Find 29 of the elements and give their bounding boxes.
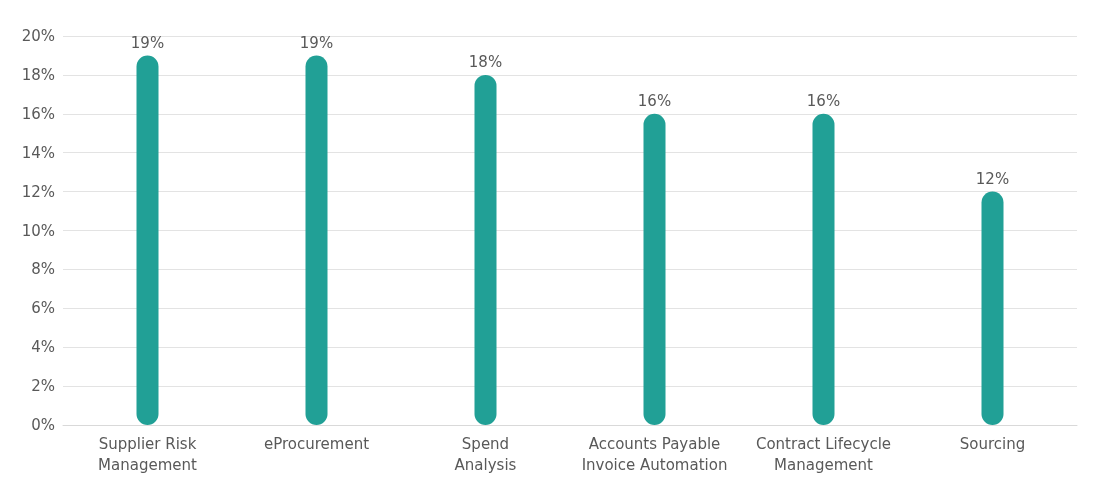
bar	[474, 74, 497, 425]
x-tick-label: eProcurement	[263, 434, 370, 453]
y-tick-label: 8%	[31, 260, 55, 279]
y-tick-label: 16%	[21, 104, 55, 123]
data-label: 19%	[299, 33, 334, 52]
data-label: 16%	[806, 92, 841, 111]
x-tick-label: Contract Lifecycle Management	[755, 434, 892, 474]
bar	[643, 113, 666, 425]
x-tick-label: Supplier Risk Management	[98, 434, 198, 474]
data-label: 19%	[130, 33, 165, 52]
x-tick-label: Sourcing	[959, 434, 1026, 453]
y-tick-label: 10%	[21, 221, 55, 240]
x-tick-label: Spend Analysis	[454, 434, 517, 474]
bar	[981, 191, 1004, 425]
x-tick-label: Accounts Payable Invoice Automation	[581, 434, 728, 474]
y-tick-label: 2%	[31, 377, 55, 396]
bar	[305, 55, 328, 425]
y-tick-label: 6%	[31, 299, 55, 318]
data-label: 16%	[637, 92, 672, 111]
bar	[136, 55, 159, 425]
bar	[812, 113, 835, 425]
data-label: 18%	[468, 53, 503, 72]
y-tick-label: 12%	[21, 182, 55, 201]
y-tick-label: 0%	[31, 416, 55, 434]
y-tick-label: 14%	[21, 143, 55, 162]
y-tick-label: 18%	[21, 65, 55, 84]
y-tick-label: 20%	[21, 27, 55, 45]
y-tick-label: 4%	[31, 338, 55, 357]
data-label: 12%	[975, 170, 1010, 189]
